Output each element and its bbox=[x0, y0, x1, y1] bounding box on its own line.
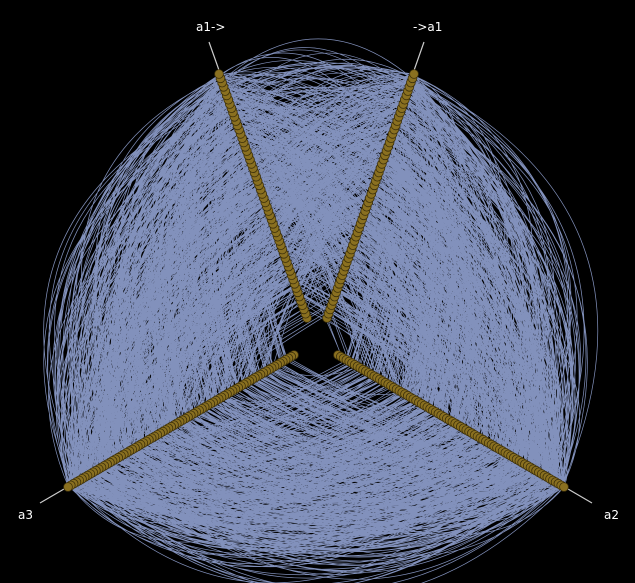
axis-label-a1-out: a1-> bbox=[196, 20, 226, 34]
axis-label-a1-in: ->a1 bbox=[413, 20, 443, 34]
node-a1-in bbox=[409, 69, 419, 79]
edge-layer bbox=[43, 38, 599, 583]
axis-label-a3: a3 bbox=[18, 508, 33, 522]
edge-bundle bbox=[43, 38, 599, 583]
node-a1-out bbox=[214, 69, 224, 79]
axis-label-a2: a2 bbox=[604, 508, 619, 522]
node-a2 bbox=[559, 482, 569, 492]
node-a3 bbox=[63, 482, 73, 492]
node-layer bbox=[63, 69, 569, 492]
